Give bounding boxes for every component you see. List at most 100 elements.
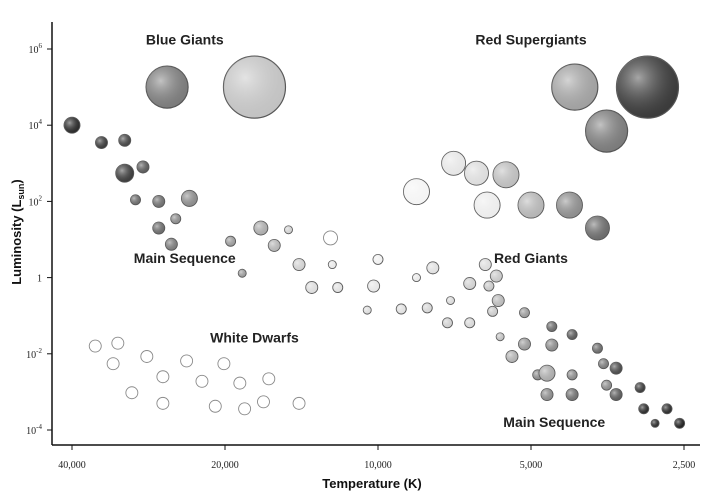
star-main-sequence: [367, 279, 381, 293]
star-white-dwarfs: [217, 357, 231, 371]
star-white-dwarfs: [262, 372, 276, 386]
y-tick-label: 102: [29, 194, 43, 208]
star-red-giants: [492, 161, 520, 189]
x-tick-label: 10,000: [364, 460, 392, 471]
star-main-sequence: [323, 230, 338, 246]
star-main-sequence: [464, 317, 476, 329]
x-axis-label: Temperature (K): [322, 476, 421, 491]
star-main-sequence: [540, 388, 554, 402]
star-main-sequence: [412, 273, 421, 283]
star-white-dwarfs: [125, 386, 139, 400]
star-red-supergiants: [584, 109, 629, 153]
y-tick-label: 1: [37, 274, 42, 285]
star-main-sequence: [237, 268, 247, 278]
star-white-dwarfs: [233, 376, 247, 390]
region-label-blue-giants: Blue Giants: [146, 32, 224, 48]
region-label-white-dwarfs: White Dwarfs: [210, 329, 299, 345]
y-ticks: 106 104 102 1 10-2 10-4: [26, 42, 52, 437]
star-main-sequence: [483, 280, 495, 292]
star-main-sequence: [95, 136, 108, 150]
star-main-sequence: [267, 238, 281, 252]
star-main-sequence: [170, 213, 182, 225]
star-main-sequence: [538, 364, 556, 382]
star-main-sequence: [421, 302, 433, 314]
region-label-red-giants: Red Giants: [494, 250, 568, 266]
star-main-sequence: [566, 369, 578, 381]
star-main-sequence: [650, 418, 660, 428]
star-main-sequence: [118, 133, 132, 147]
star-main-sequence: [362, 305, 372, 315]
star-red-giants: [473, 191, 501, 219]
region-labels: Blue Giants Red Supergiants Red Giants Main…: [134, 32, 606, 430]
y-tick-label: 106: [29, 42, 43, 56]
star-main-sequence: [518, 337, 531, 351]
star-main-sequence: [463, 277, 477, 290]
star-blue-giants: [145, 65, 189, 109]
x-tick-label: 40,000: [58, 460, 86, 471]
star-main-sequence: [332, 282, 344, 293]
star-main-sequence: [478, 258, 492, 272]
y-tick-label: 10-4: [26, 423, 42, 437]
region-label-main-sequence: Main Sequence: [503, 414, 605, 430]
star-main-sequence: [491, 294, 505, 307]
star-main-sequence: [598, 358, 609, 370]
star-white-dwarfs: [180, 354, 194, 368]
star-main-sequence: [634, 382, 646, 394]
star-main-sequence: [395, 303, 407, 315]
star-main-sequence: [489, 269, 503, 283]
star-main-sequence: [519, 307, 530, 319]
star-main-sequence: [565, 388, 579, 402]
x-tick-label: 5,000: [520, 460, 543, 471]
y-tick-label: 10-2: [26, 347, 42, 361]
star-white-dwarfs: [195, 374, 209, 388]
star-main-sequence: [426, 261, 440, 275]
star-white-dwarfs: [88, 339, 102, 353]
x-ticks: 40,000 20,000 10,000 5,000 2,500: [58, 445, 695, 471]
star-white-dwarfs: [140, 350, 154, 363]
star-main-sequence: [130, 194, 141, 206]
star-main-sequence: [661, 403, 673, 415]
region-label-red-supergiants: Red Supergiants: [475, 32, 586, 48]
star-white-dwarfs: [156, 396, 170, 410]
star-white-dwarfs: [257, 395, 270, 409]
star-red-giants: [517, 191, 545, 219]
axes: [51, 22, 700, 446]
star-main-sequence: [495, 332, 505, 342]
star-main-sequence: [566, 329, 578, 341]
star-red-giants: [441, 150, 467, 176]
star-main-sequence: [638, 403, 650, 415]
star-main-sequence: [601, 379, 613, 391]
star-main-sequence: [446, 296, 455, 305]
star-red-giants: [464, 160, 489, 186]
star-main-sequence: [505, 350, 519, 363]
y-axis-label: Luminosity (Lsun): [9, 179, 26, 285]
x-tick-label: 2,500: [673, 460, 696, 471]
star-main-sequence: [372, 253, 384, 265]
star-main-sequence: [674, 417, 686, 429]
star-main-sequence: [253, 220, 269, 236]
star-white-dwarfs: [238, 402, 252, 416]
star-main-sequence: [487, 305, 499, 317]
star-main-sequence: [115, 163, 135, 183]
star-main-sequence: [164, 237, 178, 251]
star-main-sequence: [225, 235, 237, 247]
stars: [63, 55, 686, 429]
region-label-main-sequence: Main Sequence: [134, 250, 236, 266]
star-main-sequence: [546, 321, 558, 332]
star-main-sequence: [284, 225, 293, 235]
star-main-sequence: [152, 221, 166, 235]
star-red-giants: [556, 191, 583, 219]
star-main-sequence: [609, 388, 623, 402]
star-main-sequence: [609, 361, 623, 375]
star-main-sequence: [305, 281, 319, 294]
y-tick-label: 104: [29, 118, 43, 132]
star-red-supergiants: [615, 55, 680, 119]
star-red-giants: [403, 178, 430, 206]
star-white-dwarfs: [106, 357, 120, 371]
star-main-sequence: [592, 342, 603, 354]
star-white-dwarfs: [292, 396, 306, 410]
star-red-supergiants: [551, 63, 599, 111]
star-main-sequence: [180, 189, 198, 207]
